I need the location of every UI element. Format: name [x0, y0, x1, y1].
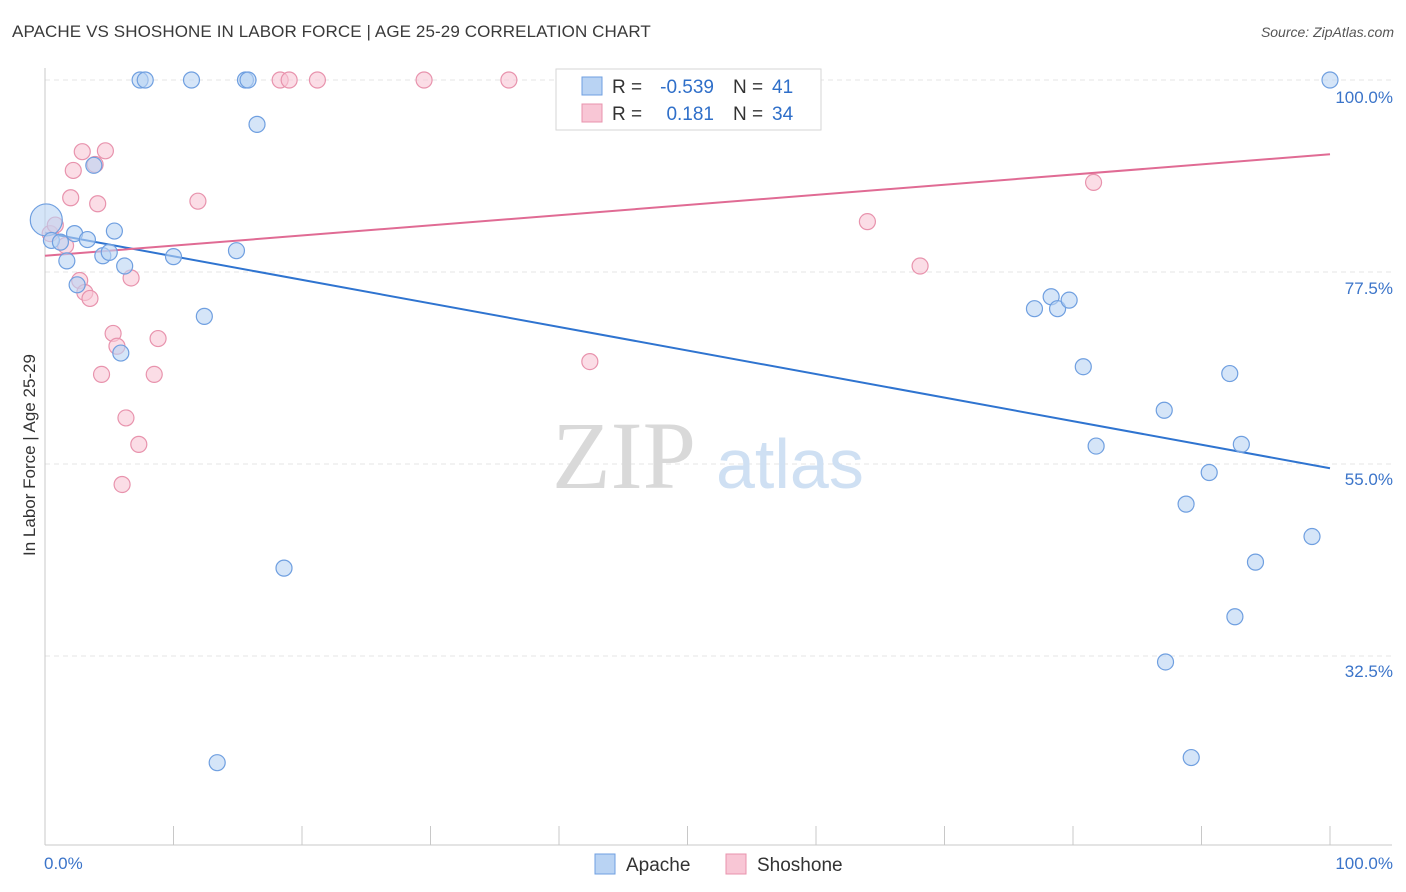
shoshone-point — [1084, 173, 1103, 191]
shoshone-point — [113, 475, 131, 494]
shoshone-point — [64, 161, 82, 180]
apache-point — [195, 307, 213, 325]
shoshone-point — [280, 71, 298, 89]
apache-trend-line — [44, 231, 1331, 470]
apache-point — [1025, 300, 1044, 318]
y-tick-label: 55.0% — [1345, 470, 1393, 489]
y-axis-title: In Labor Force | Age 25-29 — [20, 354, 39, 556]
watermark-zip: ZIP — [552, 402, 696, 509]
apache-point — [1303, 527, 1321, 546]
shoshone-r-label: R = — [612, 104, 642, 125]
shoshone-point — [500, 71, 518, 89]
shoshone-point — [96, 142, 114, 160]
apache-point — [1177, 495, 1195, 513]
apache-point — [1048, 300, 1067, 318]
x-tick-label-max: 100.0% — [1335, 854, 1393, 873]
shoshone-point — [189, 192, 207, 210]
shoshone-point — [581, 353, 599, 371]
apache-point — [112, 344, 130, 362]
tick-labels: 100.0% 77.5% 55.0% 32.5% 0.0% 100.0% — [44, 88, 1393, 873]
shoshone-r-value: 0.181 — [666, 104, 714, 125]
apache-point — [1246, 553, 1265, 571]
shoshone-point — [145, 365, 163, 383]
apache-point — [227, 242, 246, 260]
shoshone-point — [149, 329, 167, 348]
apache-n-value: 41 — [772, 77, 793, 98]
y-tick-label: 32.5% — [1345, 662, 1393, 681]
grid-lines — [45, 79, 1392, 657]
apache-point — [248, 115, 266, 133]
apache-point — [1200, 463, 1218, 482]
apache-point — [1221, 364, 1239, 383]
apache-point — [85, 156, 103, 174]
shoshone-point — [92, 365, 111, 383]
legend-apache-label: Apache — [626, 855, 690, 876]
shoshone-point — [858, 213, 877, 231]
apache-point — [239, 71, 257, 89]
y-tick-label: 100.0% — [1335, 88, 1393, 107]
apache-point — [58, 252, 76, 270]
chart-title: APACHE VS SHOSHONE IN LABOR FORCE | AGE … — [12, 22, 651, 41]
apache-point — [1087, 437, 1105, 455]
source-label: Source: ZipAtlas.com — [1260, 24, 1394, 40]
apache-point — [105, 222, 123, 240]
apache-point — [136, 71, 154, 89]
y-tick-label: 77.5% — [1345, 279, 1393, 298]
apache-point — [78, 230, 97, 249]
apache-point — [275, 559, 293, 577]
apache-point — [51, 233, 70, 251]
apache-r-label: R = — [612, 77, 642, 98]
apache-n-label: N = — [733, 77, 763, 98]
shoshone-n-label: N = — [733, 104, 763, 125]
shoshone-point — [130, 435, 148, 453]
apache-point — [1155, 401, 1173, 419]
axes — [44, 68, 1392, 846]
apache-point — [29, 203, 63, 237]
trend-lines — [44, 153, 1331, 470]
apache-point — [164, 248, 183, 266]
shoshone-point — [73, 143, 91, 161]
apache-point — [100, 243, 118, 261]
apache-point — [1321, 71, 1339, 89]
shoshone-point — [415, 71, 433, 89]
apache-point — [1060, 291, 1078, 309]
apache-point — [68, 276, 86, 294]
legend-shoshone-label: Shoshone — [757, 855, 843, 876]
shoshone-point — [62, 189, 80, 207]
x-tick-label-min: 0.0% — [44, 854, 83, 873]
data-points — [29, 71, 1339, 772]
stats-legend: R = -0.539 N = 41 R = 0.181 N = 34 — [555, 68, 822, 131]
shoshone-point — [117, 409, 135, 427]
series-legend: Apache Shoshone — [594, 853, 843, 876]
shoshone-swatch — [581, 103, 603, 123]
shoshone-point — [89, 195, 107, 213]
apache-point — [208, 754, 226, 772]
legend-apache-swatch — [594, 853, 616, 875]
apache-point — [1182, 748, 1200, 767]
apache-swatch — [581, 76, 603, 96]
apache-point — [1232, 435, 1250, 453]
shoshone-point — [308, 71, 327, 89]
shoshone-trend-line — [44, 153, 1331, 257]
apache-point — [116, 257, 134, 275]
legend-shoshone-swatch — [725, 853, 747, 875]
shoshone-point — [911, 257, 929, 275]
apache-point — [1156, 653, 1175, 671]
shoshone-n-value: 34 — [772, 104, 794, 125]
shoshone-point — [81, 289, 99, 308]
apache-r-value: -0.539 — [660, 77, 714, 98]
apache-point — [182, 71, 201, 89]
watermark-atlas: atlas — [716, 425, 864, 503]
apache-point — [1226, 608, 1244, 626]
apache-point — [1074, 358, 1092, 376]
